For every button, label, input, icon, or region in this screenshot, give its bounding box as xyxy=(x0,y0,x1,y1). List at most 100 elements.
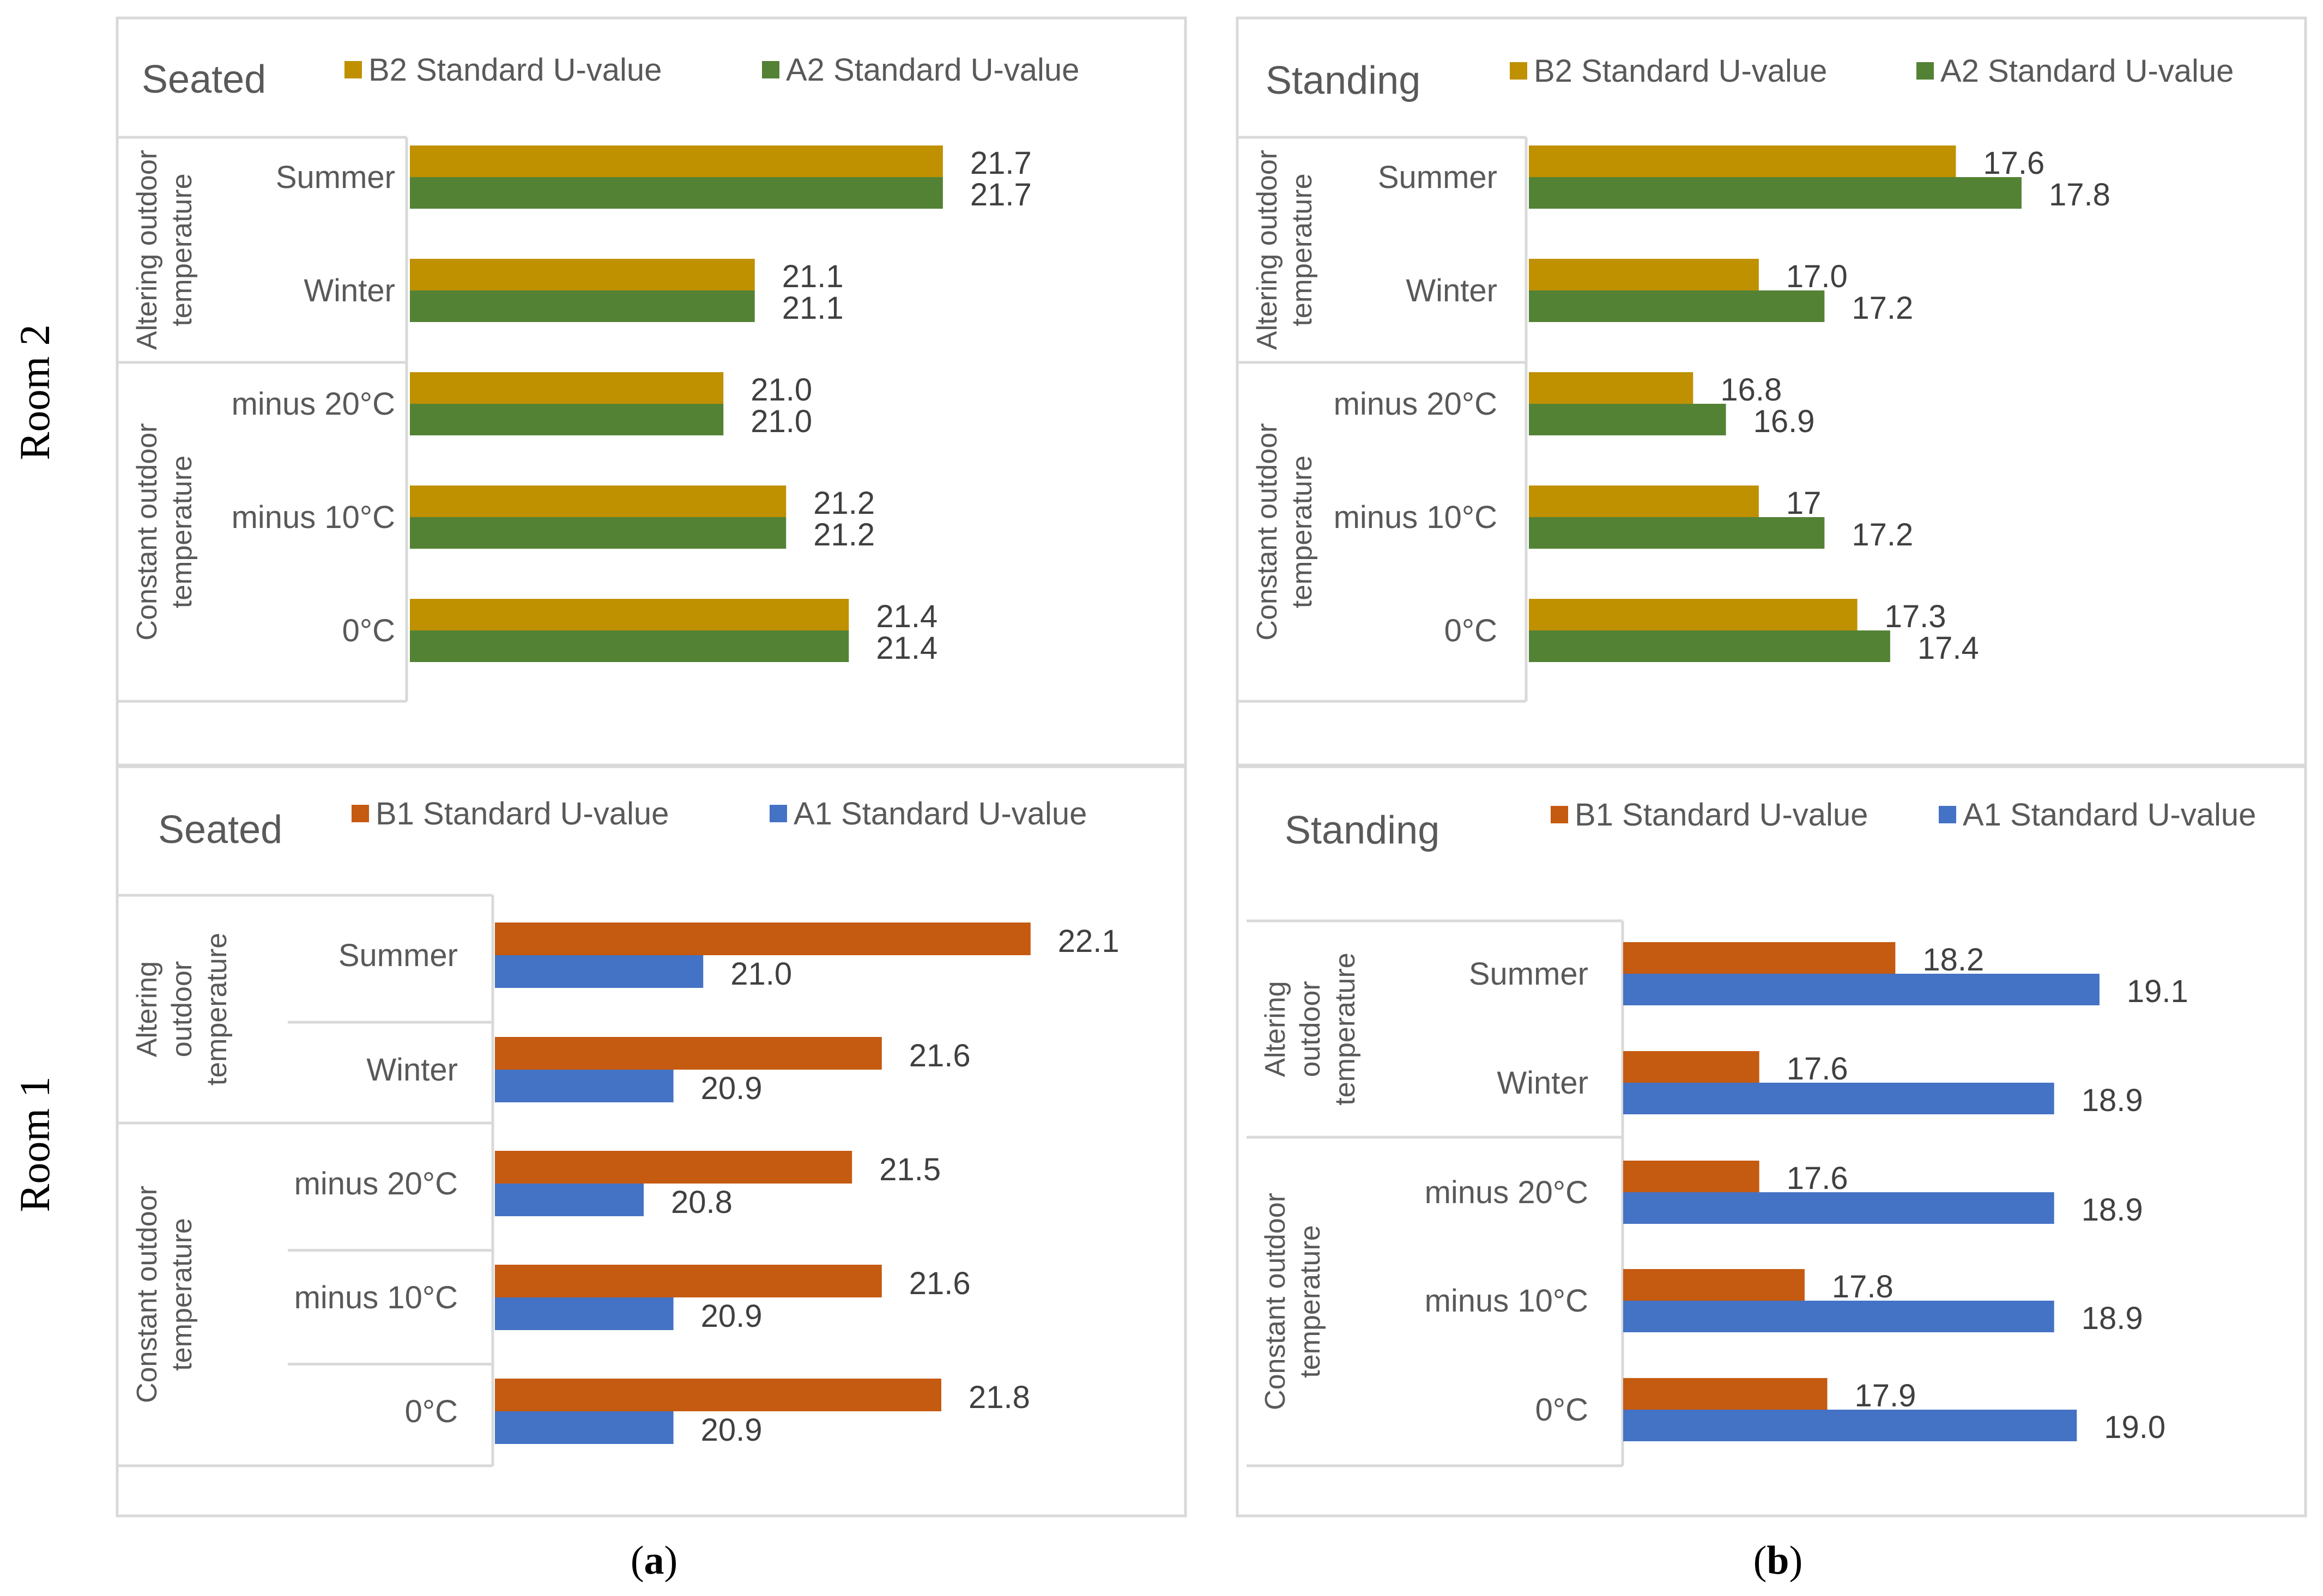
chart-title: Standing xyxy=(1266,59,1420,102)
bar-0-0 xyxy=(410,145,943,177)
legend-swatch-1 xyxy=(770,805,787,822)
category-label-1: Winter xyxy=(304,273,395,308)
legend-label-1: A1 Standard U-value xyxy=(1963,797,2256,833)
group-label-line: temperature xyxy=(201,933,233,1085)
chart-1: Standing B2 Standard U-value A2 Standard U… xyxy=(1236,16,2307,767)
bar-1-0 xyxy=(1529,177,2022,209)
category-label-2: minus 20°C xyxy=(1425,1175,1588,1210)
data-label-0-3: 21.2 xyxy=(813,486,875,521)
category-label-4: 0°C xyxy=(1444,613,1497,648)
data-label-0-0: 22.1 xyxy=(1058,924,1120,959)
data-label-0-1: 17.6 xyxy=(1787,1051,1848,1087)
data-label-0-0: 18.2 xyxy=(1922,942,1984,978)
legend-label-0: B1 Standard U-value xyxy=(376,796,669,832)
data-label-1-2: 21.0 xyxy=(751,404,812,439)
data-label-0-3: 17.8 xyxy=(1832,1269,1894,1304)
category-label-1: Winter xyxy=(1406,273,1497,308)
data-label-1-3: 18.9 xyxy=(2082,1301,2143,1336)
legend-label-1: A2 Standard U-value xyxy=(786,52,1079,88)
bar-0-2 xyxy=(410,372,724,404)
data-label-1-2: 20.8 xyxy=(671,1185,733,1220)
data-label-1-0: 17.8 xyxy=(2049,177,2110,213)
bar-0-2 xyxy=(495,1151,852,1184)
data-label-0-2: 16.8 xyxy=(1720,372,1782,408)
bar-0-3 xyxy=(495,1265,882,1297)
bar-0-0 xyxy=(495,923,1031,955)
group-label-line: Constant outdoor xyxy=(1260,1193,1291,1410)
data-label-1-4: 20.9 xyxy=(701,1412,763,1448)
legend-label-0: B2 Standard U-value xyxy=(368,52,662,88)
data-label-0-1: 17.0 xyxy=(1786,259,1848,294)
data-label-1-0: 19.1 xyxy=(2127,974,2188,1009)
bar-1-4 xyxy=(1529,630,1890,662)
data-label-1-3: 21.2 xyxy=(813,517,875,553)
bar-1-3 xyxy=(495,1297,674,1330)
group-label-line: Altering xyxy=(1260,981,1291,1077)
group-label-line: outdoor xyxy=(1294,981,1326,1077)
bar-1-4 xyxy=(1623,1410,2077,1441)
category-label-0: Summer xyxy=(1469,956,1588,992)
data-label-1-1: 20.9 xyxy=(701,1071,763,1106)
bar-0-3 xyxy=(1529,486,1759,517)
data-label-0-2: 17.6 xyxy=(1787,1161,1848,1196)
group-label-1: Constant outdoor temperature xyxy=(1251,423,1318,641)
group-label-line: Altering xyxy=(131,961,163,1057)
group-label-line: Altering outdoor xyxy=(1251,150,1283,350)
legend-swatch-0 xyxy=(1551,806,1568,823)
category-label-2: minus 20°C xyxy=(1334,386,1497,422)
group-label-0: Altering outdoor temperature xyxy=(1260,952,1361,1105)
legend-label-1: A2 Standard U-value xyxy=(1940,53,2234,89)
bar-0-0 xyxy=(1623,942,1896,974)
data-label-0-2: 21.5 xyxy=(879,1152,941,1187)
bar-1-2 xyxy=(1623,1192,2054,1224)
group-label-line: temperature xyxy=(166,1218,198,1370)
group-label-line: temperature xyxy=(1286,173,1318,326)
chart-title: Seated xyxy=(142,58,266,101)
group-label-line: temperature xyxy=(1286,456,1318,608)
category-label-4: 0°C xyxy=(405,1394,458,1429)
room-label-room-2: Room 2 xyxy=(11,324,58,460)
data-label-0-4: 21.8 xyxy=(969,1380,1030,1415)
data-label-1-1: 17.2 xyxy=(1852,290,1913,326)
bar-1-0 xyxy=(495,955,704,988)
data-label-1-4: 21.4 xyxy=(876,630,937,666)
group-label-line: temperature xyxy=(1294,1225,1326,1377)
group-label-1: Constant outdoor temperature xyxy=(131,423,198,641)
data-label-0-4: 17.3 xyxy=(1885,599,1946,634)
chart-2: Seated B1 Standard U-value A1 Standard U-v… xyxy=(116,765,1187,1518)
group-label-line: Constant outdoor xyxy=(131,423,163,641)
legend-swatch-1 xyxy=(762,61,779,78)
legend-label-0: B2 Standard U-value xyxy=(1534,53,1827,89)
category-label-1: Winter xyxy=(1497,1065,1588,1101)
category-label-2: minus 20°C xyxy=(294,1166,458,1201)
category-label-2: minus 20°C xyxy=(232,386,395,422)
category-label-0: Summer xyxy=(338,938,458,973)
bar-1-3 xyxy=(1529,517,1825,549)
bar-1-3 xyxy=(1623,1301,2054,1332)
group-label-line: temperature xyxy=(166,456,198,608)
legend-label-0: B1 Standard U-value xyxy=(1575,797,1868,833)
legend-swatch-0 xyxy=(344,61,362,78)
bar-0-1 xyxy=(410,259,755,290)
bar-0-3 xyxy=(410,486,787,517)
bar-0-4 xyxy=(1623,1378,1828,1410)
bar-1-1 xyxy=(1529,290,1825,322)
data-label-0-1: 21.1 xyxy=(782,259,844,294)
category-label-4: 0°C xyxy=(1535,1392,1588,1428)
category-label-0: Summer xyxy=(276,160,395,195)
data-label-1-3: 20.9 xyxy=(701,1298,763,1334)
data-label-1-1: 21.1 xyxy=(782,290,844,326)
bar-0-2 xyxy=(1529,372,1693,404)
bar-0-4 xyxy=(495,1379,941,1411)
legend-label-1: A1 Standard U-value xyxy=(794,796,1087,832)
bar-0-4 xyxy=(1529,599,1858,630)
chart-frame xyxy=(1236,16,2307,767)
charts: Seated B2 Standard U-value A2 Standard U-v… xyxy=(116,16,2307,1518)
bar-1-0 xyxy=(1623,974,2100,1005)
bar-0-3 xyxy=(1623,1269,1805,1301)
bar-1-2 xyxy=(1529,404,1726,435)
group-label-0: Altering outdoor temperature xyxy=(131,933,233,1085)
panel-label-a: (a) xyxy=(631,1538,677,1583)
legend-swatch-0 xyxy=(352,805,369,822)
bar-1-2 xyxy=(495,1184,644,1216)
